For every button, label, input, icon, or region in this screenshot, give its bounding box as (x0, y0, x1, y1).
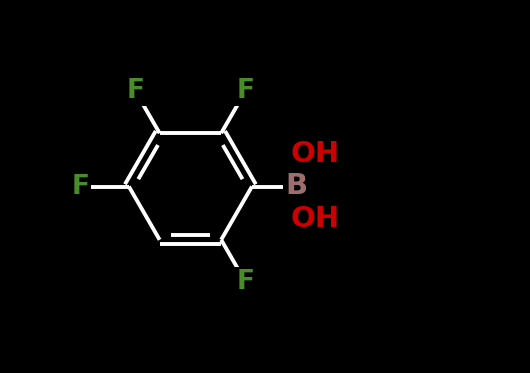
Text: F: F (236, 78, 254, 104)
Text: OH: OH (291, 205, 340, 233)
Text: F: F (236, 269, 254, 295)
Text: OH: OH (291, 140, 340, 168)
Text: B: B (286, 172, 308, 201)
Text: F: F (72, 173, 90, 200)
Text: F: F (126, 78, 144, 104)
